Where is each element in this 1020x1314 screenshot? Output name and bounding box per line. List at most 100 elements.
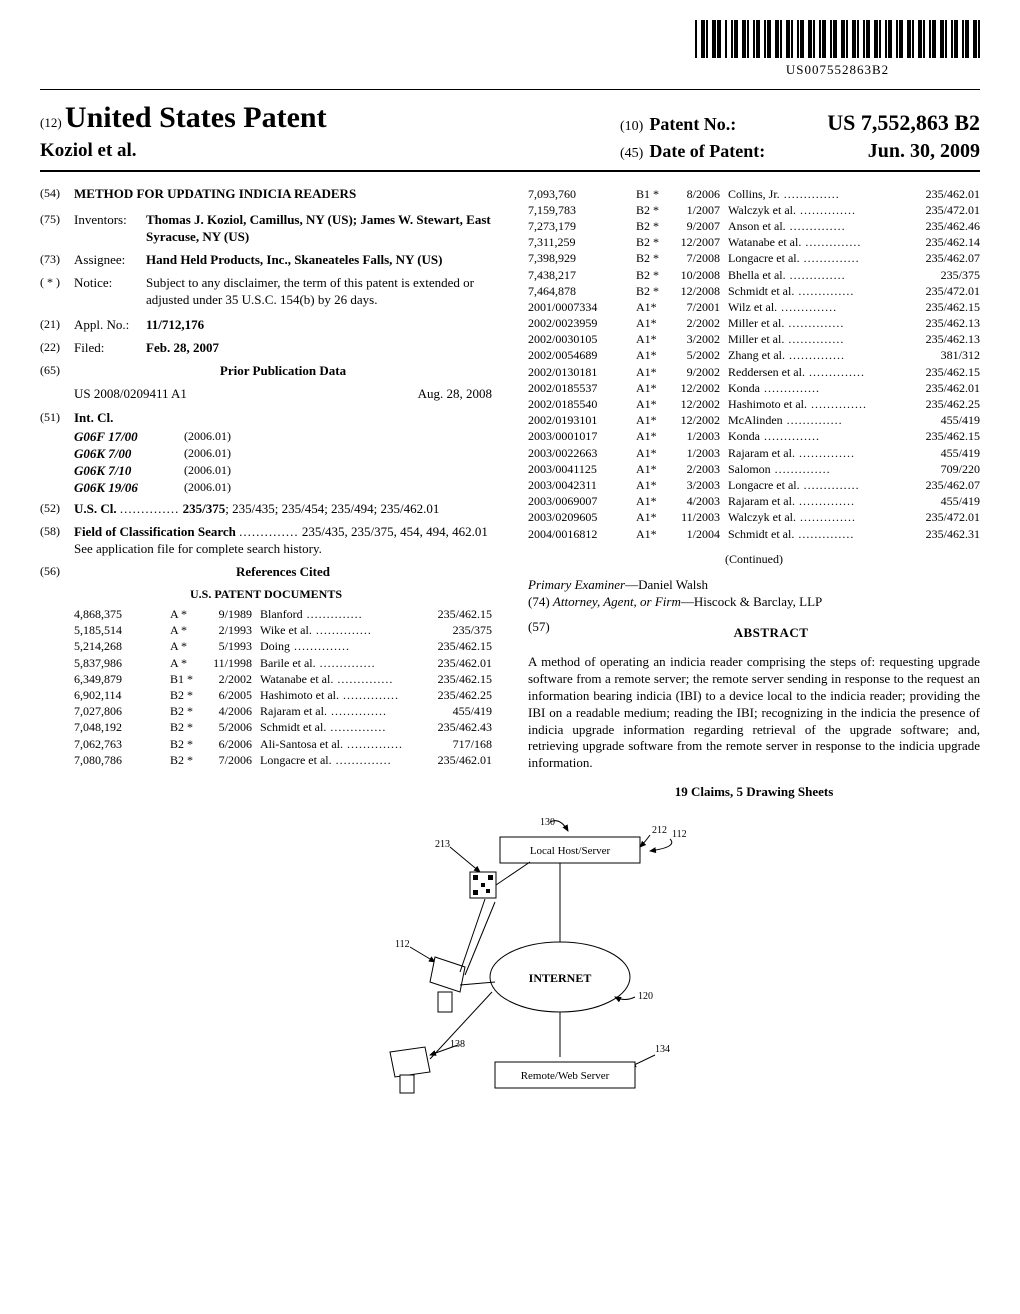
intcl-year: (2006.01) (184, 463, 231, 480)
intcl-year: (2006.01) (184, 446, 231, 463)
citation-row: 7,273,179B2 *9/2007Anson et al.235/462.4… (528, 218, 980, 234)
citation-row: 2003/0069007A1*4/2003Rajaram et al.455/4… (528, 493, 980, 509)
citation-row: 2003/0042311A1*3/2003Longacre et al.235/… (528, 477, 980, 493)
patno-code: (10) (620, 118, 643, 136)
citation-row: 2001/0007334A1*7/2001Wilz et al.235/462.… (528, 299, 980, 315)
f75-label: Inventors: (74, 212, 146, 246)
svg-text:213: 213 (435, 839, 450, 850)
fig-localhost: Local Host/Server (530, 845, 611, 857)
citation-row: 2002/0130181A1*9/2002Reddersen et al.235… (528, 364, 980, 380)
date-code: (45) (620, 145, 643, 163)
f65-pubdate: Aug. 28, 2008 (418, 386, 492, 403)
f54-title: METHOD FOR UPDATING INDICIA READERS (74, 186, 356, 203)
citation-row: 7,062,763B2 *6/2006Ali-Santosa et al.717… (40, 736, 492, 752)
citation-row: 7,464,878B2 *12/2008Schmidt et al.235/47… (528, 283, 980, 299)
f58-note: See application file for complete search… (74, 541, 492, 558)
abstract-heading: ABSTRACT (562, 625, 980, 642)
citation-row: 7,438,217B2 *10/2008Bhella et al.235/375 (528, 267, 980, 283)
f52-value: ; 235/435; 235/454; 235/494; 235/462.01 (225, 501, 439, 516)
f51-code: (51) (40, 410, 74, 427)
citation-row: 2002/0185540A1*12/2002Hashimoto et al.23… (528, 396, 980, 412)
citation-row: 2002/0030105A1*3/2002Miller et al.235/46… (528, 331, 980, 347)
f73-label: Assignee: (74, 252, 146, 269)
patno-value: US 7,552,863 B2 (827, 109, 980, 138)
country-title: United States Patent (65, 101, 327, 134)
fnotice-code: ( * ) (40, 275, 74, 309)
f58-label: Field of Classification Search (74, 524, 236, 539)
citation-row: 5,837,986A *11/1998Barile et al.235/462.… (40, 655, 492, 671)
citation-row: 7,398,929B2 *7/2008Longacre et al.235/46… (528, 250, 980, 266)
f65-pubno: US 2008/0209411 A1 (74, 386, 187, 403)
citation-row: 7,048,192B2 *5/2006Schmidt et al.235/462… (40, 719, 492, 735)
date-value: Jun. 30, 2009 (868, 138, 980, 164)
examiner-value: Daniel Walsh (638, 577, 708, 592)
f58-value: 235/435, 235/375, 454, 494, 462.01 (302, 524, 488, 539)
f73-value: Hand Held Products, Inc., Skaneateles Fa… (146, 252, 492, 269)
authors: Koziol et al. (40, 139, 327, 164)
attorney-value: Hiscock & Barclay, LLP (694, 594, 822, 609)
intcl-class: G06F 17/00 (74, 429, 184, 446)
abstract-body: A method of operating an indicia reader … (528, 654, 980, 772)
citation-row: 2002/0185537A1*12/2002Konda235/462.01 (528, 380, 980, 396)
f73-code: (73) (40, 252, 74, 269)
f56-heading: References Cited (74, 564, 492, 581)
intcl-year: (2006.01) (184, 429, 231, 446)
barcode-icon (695, 20, 980, 58)
citation-row: 2003/0022663A1*1/2003Rajaram et al.455/4… (528, 445, 980, 461)
fnotice-value: Subject to any disclaimer, the term of t… (146, 275, 492, 309)
right-column: 7,093,760B1 *8/2006Collins, Jr.235/462.0… (528, 186, 980, 802)
citation-row: 2002/0193101A1*12/2002McAlinden455/419 (528, 412, 980, 428)
citation-row: 6,902,114B2 *6/2005Hashimoto et al.235/4… (40, 687, 492, 703)
f58-code: (58) (40, 524, 74, 558)
svg-text:112: 112 (672, 829, 687, 840)
f51-label: Int. Cl. (74, 410, 492, 427)
intcl-class: G06K 7/00 (74, 446, 184, 463)
svg-text:130: 130 (540, 817, 555, 828)
patno-label: Patent No.: (649, 113, 736, 136)
intcl-list: G06F 17/00(2006.01)G06K 7/00(2006.01)G06… (40, 429, 492, 497)
svg-text:120: 120 (638, 991, 653, 1002)
right-citations: 7,093,760B1 *8/2006Collins, Jr.235/462.0… (528, 186, 980, 542)
svg-text:112: 112 (395, 939, 410, 950)
citation-row: 2002/0023959A1*2/2002Miller et al.235/46… (528, 315, 980, 331)
citation-row: 6,349,879B1 *2/2002Watanabe et al.235/46… (40, 671, 492, 687)
citation-row: 2003/0209605A1*11/2003Walczyk et al.235/… (528, 509, 980, 525)
f65-code: (65) (40, 363, 74, 380)
citation-row: 7,080,786B2 *7/2006Longacre et al.235/46… (40, 752, 492, 768)
intcl-year: (2006.01) (184, 480, 231, 497)
citation-row: 5,185,514A *2/1993Wike et al.235/375 (40, 622, 492, 638)
left-citations: 4,868,375A *9/1989Blanford235/462.155,18… (40, 606, 492, 768)
svg-text:INTERNET: INTERNET (529, 971, 592, 985)
header-code: (12) (40, 115, 62, 130)
citation-row: 5,214,268A *5/1993Doing235/462.15 (40, 638, 492, 654)
f75-value: Thomas J. Koziol, Camillus, NY (US); Jam… (146, 212, 492, 246)
examiner-label: Primary Examiner (528, 577, 625, 592)
barcode-region: US007552863B2 (40, 20, 980, 79)
svg-text:Remote/Web Server: Remote/Web Server (521, 1070, 610, 1082)
f22-label: Filed: (74, 340, 146, 357)
left-column: (54) METHOD FOR UPDATING INDICIA READERS… (40, 186, 492, 802)
citation-row: 7,159,783B2 *1/2007Walczyk et al.235/472… (528, 202, 980, 218)
attorney-code: (74) (528, 594, 550, 609)
barcode-number: US007552863B2 (695, 62, 980, 79)
f52-value-bold: 235/375 (183, 501, 226, 516)
citation-row: 4,868,375A *9/1989Blanford235/462.15 (40, 606, 492, 622)
f21-code: (21) (40, 317, 74, 334)
svg-text:134: 134 (655, 1044, 670, 1055)
citation-row: 7,311,259B2 *12/2007Watanabe et al.235/4… (528, 234, 980, 250)
f22-value: Feb. 28, 2007 (146, 340, 492, 357)
svg-text:212: 212 (652, 825, 667, 836)
intcl-class: G06K 19/06 (74, 480, 184, 497)
continued-label: (Continued) (528, 552, 980, 568)
citation-row: 2002/0054689A1*5/2002Zhang et al.381/312 (528, 347, 980, 363)
intcl-class: G06K 7/10 (74, 463, 184, 480)
citation-row: 2004/0016812A1*1/2004Schmidt et al.235/4… (528, 526, 980, 542)
f52-code: (52) (40, 501, 74, 518)
abstract-code: (57) (528, 619, 562, 648)
date-label: Date of Patent: (649, 140, 765, 163)
f21-value: 11/712,176 (146, 317, 492, 334)
f56-sub: U.S. PATENT DOCUMENTS (40, 587, 492, 603)
patent-header: (12) United States Patent Koziol et al. … (40, 98, 980, 164)
f56-code: (56) (40, 564, 74, 581)
citation-row: 7,027,806B2 *4/2006Rajaram et al.455/419 (40, 703, 492, 719)
